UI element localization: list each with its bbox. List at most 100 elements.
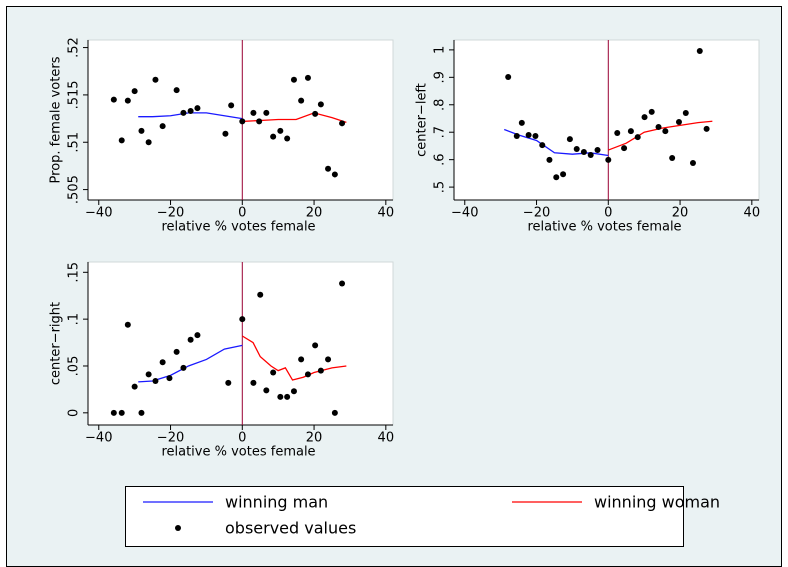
data-point xyxy=(145,139,152,146)
data-point xyxy=(284,393,291,400)
data-point xyxy=(257,291,264,298)
data-point xyxy=(641,114,648,121)
x-axis-title: relative % votes female xyxy=(161,220,315,235)
data-point xyxy=(284,135,291,142)
data-point xyxy=(166,375,173,382)
x-tick-label: 0 xyxy=(604,206,612,221)
data-point xyxy=(277,393,284,400)
data-point xyxy=(312,110,319,117)
data-point xyxy=(605,156,612,163)
legend-label: observed values xyxy=(225,519,356,538)
y-tick-label: .6 xyxy=(433,153,448,165)
series-line xyxy=(608,120,713,151)
data-point xyxy=(703,125,710,132)
data-point xyxy=(546,156,553,163)
data-point xyxy=(277,127,284,134)
data-point xyxy=(669,155,676,162)
y-tick-label: .8 xyxy=(433,99,448,111)
y-tick-label: .515 xyxy=(67,80,82,109)
data-point xyxy=(560,171,567,178)
data-point xyxy=(339,120,346,127)
data-point xyxy=(187,108,194,115)
data-point xyxy=(614,130,621,137)
data-point xyxy=(270,133,277,140)
y-axis-title: center−left xyxy=(415,83,430,157)
data-point xyxy=(159,123,166,130)
data-point xyxy=(325,356,332,363)
y-axis-title: Prop. female voters xyxy=(49,56,64,183)
data-point xyxy=(159,359,166,366)
data-point xyxy=(696,47,703,54)
data-point xyxy=(655,123,662,130)
data-point xyxy=(317,101,324,108)
data-point xyxy=(594,147,601,154)
data-point xyxy=(518,119,525,126)
data-point xyxy=(180,109,187,116)
data-point xyxy=(339,280,346,287)
data-point xyxy=(138,409,145,416)
data-point xyxy=(325,165,332,172)
data-point xyxy=(173,87,180,94)
y-tick-label: .05 xyxy=(67,356,82,377)
data-point xyxy=(532,133,539,140)
data-point xyxy=(194,105,201,112)
x-tick-label: 40 xyxy=(744,206,761,221)
data-point xyxy=(131,88,138,95)
data-point xyxy=(580,148,587,155)
data-point xyxy=(194,332,201,339)
data-point xyxy=(187,336,194,343)
data-point xyxy=(239,316,246,323)
data-point xyxy=(648,108,655,115)
y-tick-label: .1 xyxy=(67,313,82,325)
y-axis-title: center−right xyxy=(49,302,64,385)
data-point xyxy=(304,74,311,81)
data-point xyxy=(263,387,270,394)
x-tick-label: −40 xyxy=(451,206,478,221)
data-point xyxy=(682,110,689,117)
x-axis-title: relative % votes female xyxy=(527,220,681,235)
y-tick-label: .7 xyxy=(433,126,448,138)
data-point xyxy=(250,109,257,116)
data-point xyxy=(256,118,263,125)
data-point xyxy=(110,96,117,103)
data-point xyxy=(553,174,560,181)
legend-label: winning man xyxy=(225,493,328,512)
data-point xyxy=(152,377,159,384)
plot-area xyxy=(87,261,394,426)
data-point xyxy=(124,97,131,104)
legend-box xyxy=(125,486,684,547)
y-tick-label: .9 xyxy=(433,71,448,83)
x-tick-label: 0 xyxy=(238,206,246,221)
data-point xyxy=(317,367,324,374)
data-point xyxy=(250,379,257,386)
data-point xyxy=(513,133,520,140)
data-point xyxy=(298,356,305,363)
data-point xyxy=(138,127,145,134)
data-point xyxy=(675,119,682,126)
legend-symbol xyxy=(175,525,181,531)
data-point xyxy=(173,348,180,355)
x-tick-label: −40 xyxy=(85,431,112,446)
data-point xyxy=(228,102,235,109)
data-point xyxy=(662,128,669,135)
data-point xyxy=(566,136,573,143)
data-point xyxy=(270,369,277,376)
y-tick-label: .52 xyxy=(67,37,82,58)
data-point xyxy=(587,151,594,158)
data-point xyxy=(152,76,159,83)
x-tick-label: 20 xyxy=(306,206,323,221)
y-tick-label: .51 xyxy=(67,132,82,153)
x-tick-label: 40 xyxy=(378,206,395,221)
data-point xyxy=(505,74,512,81)
x-tick-label: −20 xyxy=(523,206,550,221)
data-point xyxy=(298,97,305,104)
data-point xyxy=(627,128,634,135)
y-tick-label: 1 xyxy=(433,46,448,54)
data-point xyxy=(634,134,641,141)
data-point xyxy=(290,388,297,395)
data-point xyxy=(312,342,319,349)
x-tick-label: −20 xyxy=(157,206,184,221)
data-point xyxy=(290,76,297,83)
x-axis-title: relative % votes female xyxy=(161,445,315,460)
